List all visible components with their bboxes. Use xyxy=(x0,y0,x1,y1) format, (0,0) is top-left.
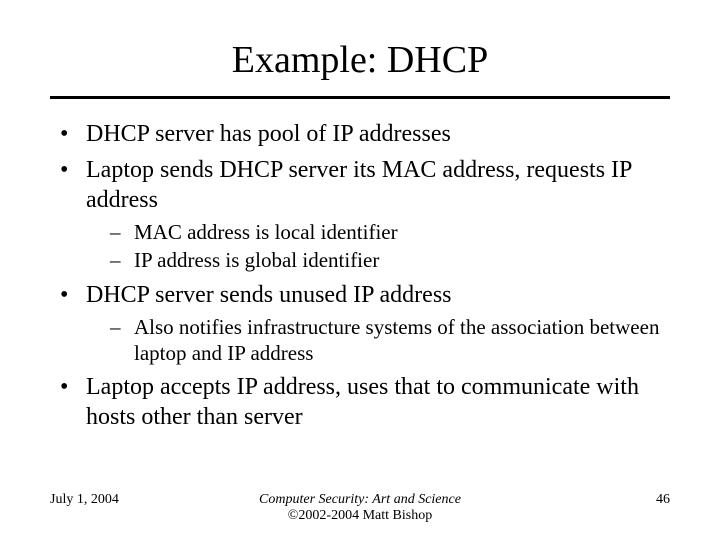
footer-date: July 1, 2004 xyxy=(50,492,130,508)
footer-copyright: ©2002-2004 Matt Bishop xyxy=(130,508,590,524)
sub-bullet-item: Also notifies infrastructure systems of … xyxy=(108,314,670,367)
slide-body: DHCP server has pool of IP addresses Lap… xyxy=(50,119,670,432)
slide: Example: DHCP DHCP server has pool of IP… xyxy=(0,0,720,540)
bullet-item: DHCP server has pool of IP addresses xyxy=(56,119,670,149)
bullet-text: Laptop accepts IP address, uses that to … xyxy=(86,374,639,430)
bullet-text: Laptop sends DHCP server its MAC address… xyxy=(86,157,632,213)
sub-bullet-item: MAC address is local identifier xyxy=(108,219,670,245)
sub-bullet-text: Also notifies infrastructure systems of … xyxy=(134,315,659,365)
sub-bullet-text: MAC address is local identifier xyxy=(134,220,398,244)
sub-bullet-text: IP address is global identifier xyxy=(134,248,379,272)
sub-bullet-list: MAC address is local identifier IP addre… xyxy=(86,219,670,274)
bullet-item: Laptop sends DHCP server its MAC address… xyxy=(56,155,670,274)
footer-center: Computer Security: Art and Science ©2002… xyxy=(130,492,590,524)
slide-title: Example: DHCP xyxy=(50,38,670,82)
sub-bullet-item: IP address is global identifier xyxy=(108,247,670,273)
bullet-item: Laptop accepts IP address, uses that to … xyxy=(56,372,670,432)
bullet-text: DHCP server sends unused IP address xyxy=(86,282,452,308)
footer: July 1, 2004 Computer Security: Art and … xyxy=(50,492,670,524)
sub-bullet-list: Also notifies infrastructure systems of … xyxy=(86,314,670,367)
footer-page-number: 46 xyxy=(590,492,670,508)
footer-book-title: Computer Security: Art and Science xyxy=(130,492,590,508)
bullet-item: DHCP server sends unused IP address Also… xyxy=(56,280,670,367)
bullet-text: DHCP server has pool of IP addresses xyxy=(86,121,451,147)
bullet-list: DHCP server has pool of IP addresses Lap… xyxy=(50,119,670,432)
title-underline xyxy=(50,96,670,99)
